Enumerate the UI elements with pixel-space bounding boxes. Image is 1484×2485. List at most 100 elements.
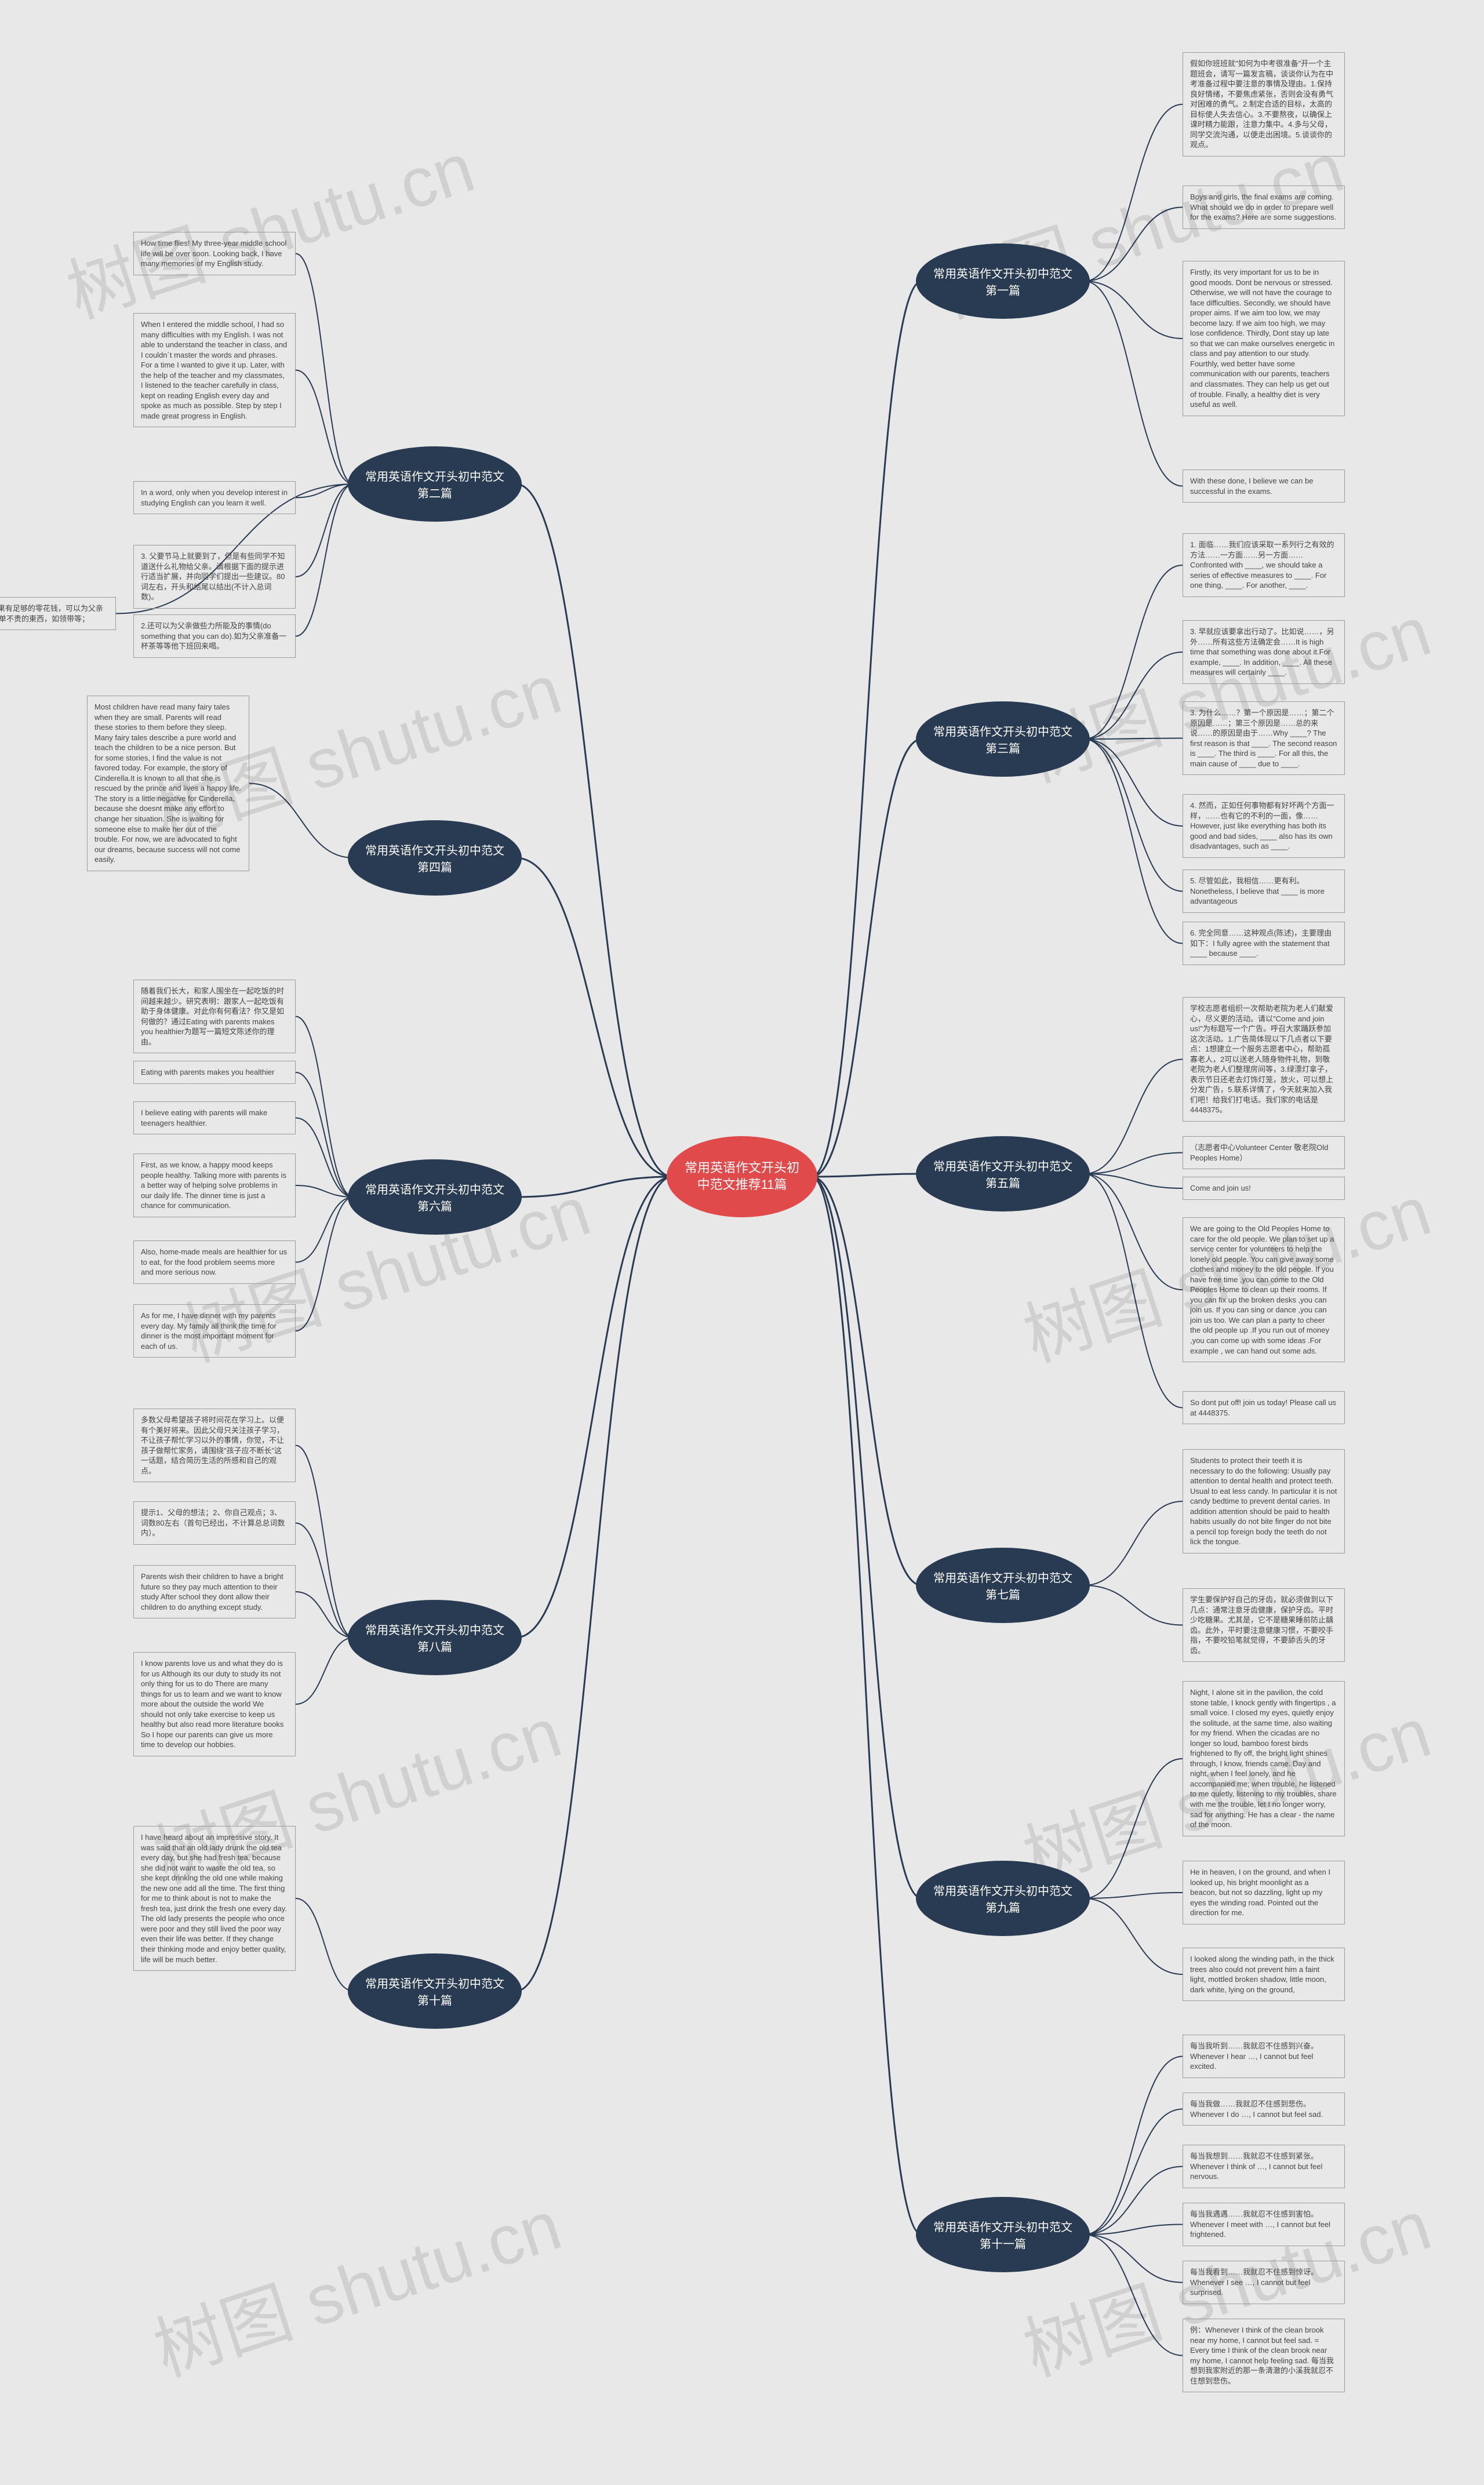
branch-label: 常用英语作文开头初中范文 第十篇 — [365, 1974, 504, 2008]
leaf-text: 提示：1.如果有足够的零花钱，可以为父亲买一些使用单不贵的東西，如领带等； — [0, 604, 103, 623]
leaf-text: In a word, only when you develop interes… — [141, 488, 288, 507]
leaf-node: Night, I alone sit in the pavilion, the … — [1183, 1681, 1345, 1836]
leaf-text: As for me, I have dinner with my parents… — [141, 1311, 277, 1351]
leaf-node: 学校志愿者组织一次帮助老院为老人们献爱心，尽义更的活动。请以"Come and … — [1183, 997, 1345, 1122]
leaf-node: 随着我们长大，和家人围坐在一起吃饭的时间越来越少。研究表明：跟家人一起吃饭有助于… — [133, 980, 296, 1053]
leaf-node: 2.还可以为父亲做些力所能及的事情(do something that you … — [133, 614, 296, 658]
leaf-node: 每当我想到……我就忍不住感到紧张。Whenever I think of …, … — [1183, 2145, 1345, 2188]
leaf-text: We are going to the Old Peoples Home to … — [1190, 1224, 1334, 1355]
leaf-text: 学校志愿者组织一次帮助老院为老人们献爱心，尽义更的活动。请以"Come and … — [1190, 1004, 1333, 1114]
leaf-text: 1. 面临……我们应该采取一系列行之有效的方法……一方面……另一方面……Conf… — [1190, 540, 1334, 590]
branch-node: 常用英语作文开头初中范文 第六篇 — [348, 1159, 522, 1235]
leaf-text: 每当我遇遇……我就忍不住感到害怕。Whenever I meet with …,… — [1190, 2210, 1330, 2239]
leaf-node: So dont put off! join us today! Please c… — [1183, 1391, 1345, 1424]
leaf-text: 3. 父要节马上就要到了，但是有些同学不知道送什么礼物给父亲。请根据下面的提示进… — [141, 552, 285, 601]
branch-label: 常用英语作文开头初中范文 第一篇 — [933, 264, 1072, 298]
leaf-node: Boys and girls, the final exams are comi… — [1183, 185, 1345, 229]
branch-label: 常用英语作文开头初中范文 第二篇 — [365, 467, 504, 501]
leaf-text: 例：Whenever I think of the clean brook ne… — [1190, 2326, 1334, 2385]
leaf-text: 假如你班班就"如何为中考很准备"开一个主题班会，请写一篇发言稿，谈谈你认为在中考… — [1190, 59, 1333, 149]
leaf-node: 提示1、父母的想法；2、你自己观点；3、词数80左右（首句已经出，不计算总总词数… — [133, 1501, 296, 1545]
leaf-node: 6. 完全同意……这种观点(陈述)，主要理由如下：I fully agree w… — [1183, 922, 1345, 965]
leaf-node: 学生要保护好自己的牙齿，就必须做到以下几点：通常注意牙齿健康，保护牙齿。平时少吃… — [1183, 1588, 1345, 1662]
leaf-node: Most children have read many fairy tales… — [87, 696, 249, 871]
leaf-text: 3. 为什么……？第一个原因是……；第二个原因是……；第三个原因是……总的来说…… — [1190, 708, 1337, 768]
leaf-text: Students to protect their teeth it is ne… — [1190, 1456, 1337, 1546]
leaf-text: Also, home-made meals are healthier for … — [141, 1247, 287, 1276]
leaf-text: Eating with parents makes you healthier — [141, 1068, 275, 1076]
leaf-node: We are going to the Old Peoples Home to … — [1183, 1217, 1345, 1362]
leaf-node: First, as we know, a happy mood keeps pe… — [133, 1154, 296, 1217]
leaf-node: I believe eating with parents will make … — [133, 1101, 296, 1134]
leaf-node: 提示：1.如果有足够的零花钱，可以为父亲买一些使用单不贵的東西，如领带等； — [0, 597, 116, 630]
leaf-text: 随着我们长大，和家人围坐在一起吃饭的时间越来越少。研究表明：跟家人一起吃饭有助于… — [141, 987, 284, 1046]
branch-label: 常用英语作文开头初中范文 第五篇 — [933, 1157, 1072, 1191]
leaf-text: Firstly, its very important for us to be… — [1190, 268, 1334, 409]
leaf-node: I know parents love us and what they do … — [133, 1652, 296, 1756]
leaf-text: He in heaven, I on the ground, and when … — [1190, 1868, 1330, 1917]
leaf-text: 每当我做……我就忍不住感到悲伤。Whenever I do …, I canno… — [1190, 2100, 1323, 2119]
leaf-text: 4. 然而，正如任何事物都有好坏两个方面一样，……也有它的不利的一面，像……Ho… — [1190, 801, 1334, 850]
leaf-text: 6. 完全同意……这种观点(陈述)，主要理由如下：I fully agree w… — [1190, 929, 1332, 958]
leaf-text: So dont put off! join us today! Please c… — [1190, 1398, 1336, 1417]
leaf-node: He in heaven, I on the ground, and when … — [1183, 1861, 1345, 1924]
branch-node: 常用英语作文开头初中范文 第十一篇 — [916, 2197, 1090, 2272]
leaf-node: 1. 面临……我们应该采取一系列行之有效的方法……一方面……另一方面……Conf… — [1183, 533, 1345, 597]
leaf-node: In a word, only when you develop interes… — [133, 481, 296, 514]
branch-node: 常用英语作文开头初中范文 第九篇 — [916, 1861, 1090, 1936]
leaf-text: When I entered the middle school, I had … — [141, 320, 287, 420]
leaf-node: Also, home-made meals are healthier for … — [133, 1240, 296, 1284]
leaf-node: 每当我做……我就忍不住感到悲伤。Whenever I do …, I canno… — [1183, 2093, 1345, 2126]
leaf-text: First, as we know, a happy mood keeps pe… — [141, 1160, 286, 1210]
leaf-node: 3. 早就应该要拿出行动了。比如说……，另外……所有这些方法确定会……It is… — [1183, 620, 1345, 684]
branch-label: 常用英语作文开头初中范文 第四篇 — [365, 841, 504, 875]
leaf-text: 多数父母希望孩子将时间花在学习上。以便有个美好将来。因此父母只关注孩子学习，不让… — [141, 1416, 284, 1475]
leaf-node: I have heard about an impressive story. … — [133, 1826, 296, 1971]
leaf-node: I looked along the winding path, in the … — [1183, 1948, 1345, 2001]
leaf-node: As for me, I have dinner with my parents… — [133, 1304, 296, 1358]
leaf-text: Parents wish their children to have a br… — [141, 1572, 283, 1611]
leaf-text: Most children have read many fairy tales… — [94, 703, 241, 864]
leaf-text: 每当我听到……我就忍不住感到兴奋。Whenever I hear …, I ca… — [1190, 2042, 1318, 2071]
leaf-text: 提示1、父母的想法；2、你自己观点；3、词数80左右（首句已经出，不计算总总词数… — [141, 1508, 285, 1537]
leaf-text: 每当我想到……我就忍不住感到紧张。Whenever I think of …, … — [1190, 2152, 1322, 2181]
branch-node: 常用英语作文开头初中范文 第三篇 — [916, 701, 1090, 777]
leaf-node: 每当我看到……我就忍不住感到惊讶。Whenever I see …, I can… — [1183, 2261, 1345, 2304]
branch-node: 常用英语作文开头初中范文 第八篇 — [348, 1600, 522, 1675]
leaf-node: 假如你班班就"如何为中考很准备"开一个主题班会，请写一篇发言稿，谈谈你认为在中考… — [1183, 52, 1345, 157]
watermark: 树图 shutu.cn — [53, 111, 485, 337]
leaf-node: When I entered the middle school, I had … — [133, 313, 296, 427]
leaf-node: Students to protect their teeth it is ne… — [1183, 1449, 1345, 1553]
leaf-text: Come and join us! — [1190, 1184, 1251, 1192]
leaf-text: 学生要保护好自己的牙齿，就必须做到以下几点：通常注意牙齿健康，保护牙齿。平时少吃… — [1190, 1595, 1333, 1655]
leaf-node: Come and join us! — [1183, 1177, 1345, 1200]
leaf-text: Boys and girls, the final exams are comi… — [1190, 192, 1336, 221]
branch-node: 常用英语作文开头初中范文 第一篇 — [916, 243, 1090, 319]
leaf-text: 2.还可以为父亲做些力所能及的事情(do something that you … — [141, 621, 286, 650]
center-node: 常用英语作文开头初中范文推荐11篇 — [667, 1136, 817, 1217]
leaf-text: 5. 尽管如此，我相信……更有利。Nonetheless, I believe … — [1190, 876, 1325, 905]
leaf-node: Parents wish their children to have a br… — [133, 1565, 296, 1618]
leaf-node: With these done, I believe we can be suc… — [1183, 470, 1345, 503]
leaf-text: 3. 早就应该要拿出行动了。比如说……，另外……所有这些方法确定会……It is… — [1190, 627, 1334, 676]
branch-label: 常用英语作文开头初中范文 第十一篇 — [933, 2218, 1072, 2251]
leaf-text: I know parents love us and what they do … — [141, 1659, 283, 1749]
leaf-node: 每当我听到……我就忍不住感到兴奋。Whenever I hear …, I ca… — [1183, 2035, 1345, 2078]
branch-node: 常用英语作文开头初中范文 第七篇 — [916, 1548, 1090, 1623]
leaf-node: （志愿者中心Volunteer Center 敬老院Old Peoples Ho… — [1183, 1136, 1345, 1169]
leaf-text: 每当我看到……我就忍不住感到惊讶。Whenever I see …, I can… — [1190, 2268, 1318, 2297]
leaf-text: With these done, I believe we can be suc… — [1190, 476, 1313, 496]
leaf-text: I believe eating with parents will make … — [141, 1108, 267, 1127]
branch-node: 常用英语作文开头初中范文 第二篇 — [348, 446, 522, 522]
leaf-node: 5. 尽管如此，我相信……更有利。Nonetheless, I believe … — [1183, 869, 1345, 913]
leaf-node: Firstly, its very important for us to be… — [1183, 261, 1345, 416]
branch-node: 常用英语作文开头初中范文 第十篇 — [348, 1953, 522, 2029]
leaf-text: Night, I alone sit in the pavilion, the … — [1190, 1688, 1337, 1829]
center-label: 常用英语作文开头初中范文推荐11篇 — [684, 1160, 800, 1193]
leaf-node: How time flies! My three-year middle sch… — [133, 232, 296, 275]
watermark: 树图 shutu.cn — [140, 2169, 572, 2395]
leaf-node: 3. 为什么……？第一个原因是……；第二个原因是……；第三个原因是……总的来说…… — [1183, 701, 1345, 775]
leaf-node: 3. 父要节马上就要到了，但是有些同学不知道送什么礼物给父亲。请根据下面的提示进… — [133, 545, 296, 609]
leaf-node: Eating with parents makes you healthier — [133, 1061, 296, 1084]
leaf-node: 每当我遇遇……我就忍不住感到害怕。Whenever I meet with …,… — [1183, 2203, 1345, 2246]
